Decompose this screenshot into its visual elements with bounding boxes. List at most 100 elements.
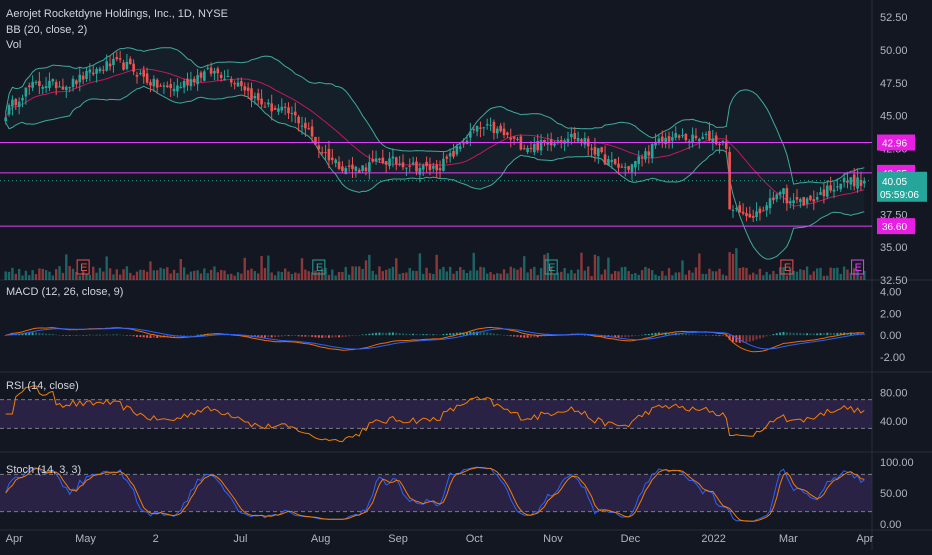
macd-histogram-bar xyxy=(210,333,213,336)
candle-body xyxy=(216,68,220,74)
bb-legend[interactable]: BB (20, close, 2) xyxy=(6,24,88,36)
volume-bar xyxy=(149,261,152,280)
volume-bar xyxy=(553,274,556,280)
volume-bar xyxy=(502,269,506,280)
candle-body xyxy=(849,177,853,185)
macd-histogram-bar xyxy=(799,332,802,336)
macd-histogram-bar xyxy=(455,332,458,336)
candle-body xyxy=(219,74,223,78)
volume-bar xyxy=(677,272,681,280)
candle-body xyxy=(415,161,418,172)
macd-legend[interactable]: MACD (12, 26, close, 9) xyxy=(6,286,124,298)
candle-body xyxy=(250,88,253,100)
candle-body xyxy=(337,161,341,169)
macd-histogram-bar xyxy=(630,335,633,337)
macd-histogram-bar xyxy=(509,335,512,337)
volume-bar xyxy=(570,269,573,280)
volume-bar xyxy=(257,273,260,280)
volume-bar xyxy=(135,271,139,280)
candle-body xyxy=(105,61,108,71)
earnings-marker-label: E xyxy=(316,262,323,274)
candle-body xyxy=(650,143,654,158)
candle-body xyxy=(512,136,516,139)
candle-body xyxy=(368,162,371,172)
macd-histogram-bar xyxy=(762,335,765,338)
volume-bar xyxy=(358,266,361,280)
volume-bar xyxy=(459,267,462,280)
candle-body xyxy=(88,69,92,73)
volume-bar xyxy=(344,266,347,280)
earnings-marker xyxy=(76,259,90,275)
macd-line xyxy=(5,326,865,353)
volume-bar xyxy=(294,272,297,280)
volume-bar xyxy=(469,270,472,280)
macd-histogram-bar xyxy=(351,335,354,336)
candle-body xyxy=(472,129,476,131)
volume-bar xyxy=(230,273,233,280)
price-tick: 45.00 xyxy=(880,111,908,123)
volume-bar xyxy=(691,272,694,280)
volume-bar xyxy=(432,274,435,280)
macd-histogram-bar xyxy=(489,332,492,336)
rsi-legend[interactable]: RSI (14, close) xyxy=(6,380,79,392)
macd-histogram-bar xyxy=(24,332,27,336)
volume-bar xyxy=(401,272,405,280)
volume-bar xyxy=(856,269,859,280)
macd-histogram-bar xyxy=(405,333,408,336)
candle-body xyxy=(189,79,193,87)
macd-histogram-bar xyxy=(506,335,509,336)
volume-bar xyxy=(849,272,853,280)
candle-body xyxy=(546,141,550,145)
earnings-marker xyxy=(851,259,865,275)
volume-bar xyxy=(613,271,617,280)
volume-bar xyxy=(721,274,725,280)
candle-body xyxy=(576,137,580,142)
volume-bar xyxy=(718,268,721,280)
volume-bar xyxy=(314,270,317,280)
candle-body xyxy=(634,161,637,168)
volume-bar xyxy=(485,273,489,280)
rsi-band-fill xyxy=(0,399,872,429)
x-axis-label: Apr xyxy=(856,533,873,545)
candle-body xyxy=(34,81,38,83)
volume-bar xyxy=(378,266,381,280)
candle-body xyxy=(213,70,216,74)
volume-bar xyxy=(364,260,368,280)
macd-histogram-bar xyxy=(819,333,822,336)
volume-bar xyxy=(351,266,354,280)
candle-body xyxy=(775,194,779,200)
candle-body xyxy=(836,186,839,188)
macd-histogram-bar xyxy=(375,332,378,336)
volume-bar xyxy=(14,273,17,280)
x-axis-label: Sep xyxy=(388,533,408,545)
candle-body xyxy=(846,180,849,183)
macd-histogram-bar xyxy=(617,335,620,338)
vol-legend[interactable]: Vol xyxy=(6,39,22,51)
volume-bar xyxy=(118,274,122,280)
candle-body xyxy=(603,154,607,165)
volume-bar xyxy=(748,274,752,280)
candle-body xyxy=(351,164,354,170)
volume-bar xyxy=(842,266,846,280)
macd-histogram-bar xyxy=(344,335,347,337)
volume-bar xyxy=(859,275,863,280)
volume-bar xyxy=(233,275,236,280)
candle-body xyxy=(664,137,667,145)
volume-bar xyxy=(674,272,677,280)
macd-histogram-bar xyxy=(142,335,145,338)
macd-histogram-bar xyxy=(169,335,172,338)
volume-bar xyxy=(587,266,590,280)
volume-bar xyxy=(627,271,630,280)
macd-tick: -2.00 xyxy=(880,352,905,364)
macd-histogram-bar xyxy=(836,332,839,336)
candle-body xyxy=(411,162,415,165)
candle-body xyxy=(253,95,257,99)
volume-bar xyxy=(765,271,768,280)
stoch-legend[interactable]: Stoch (14, 3, 3) xyxy=(6,464,82,476)
macd-histogram-bar xyxy=(829,332,832,336)
volume-bar xyxy=(112,274,115,280)
candle-body xyxy=(620,166,624,168)
macd-histogram-bar xyxy=(21,333,24,336)
